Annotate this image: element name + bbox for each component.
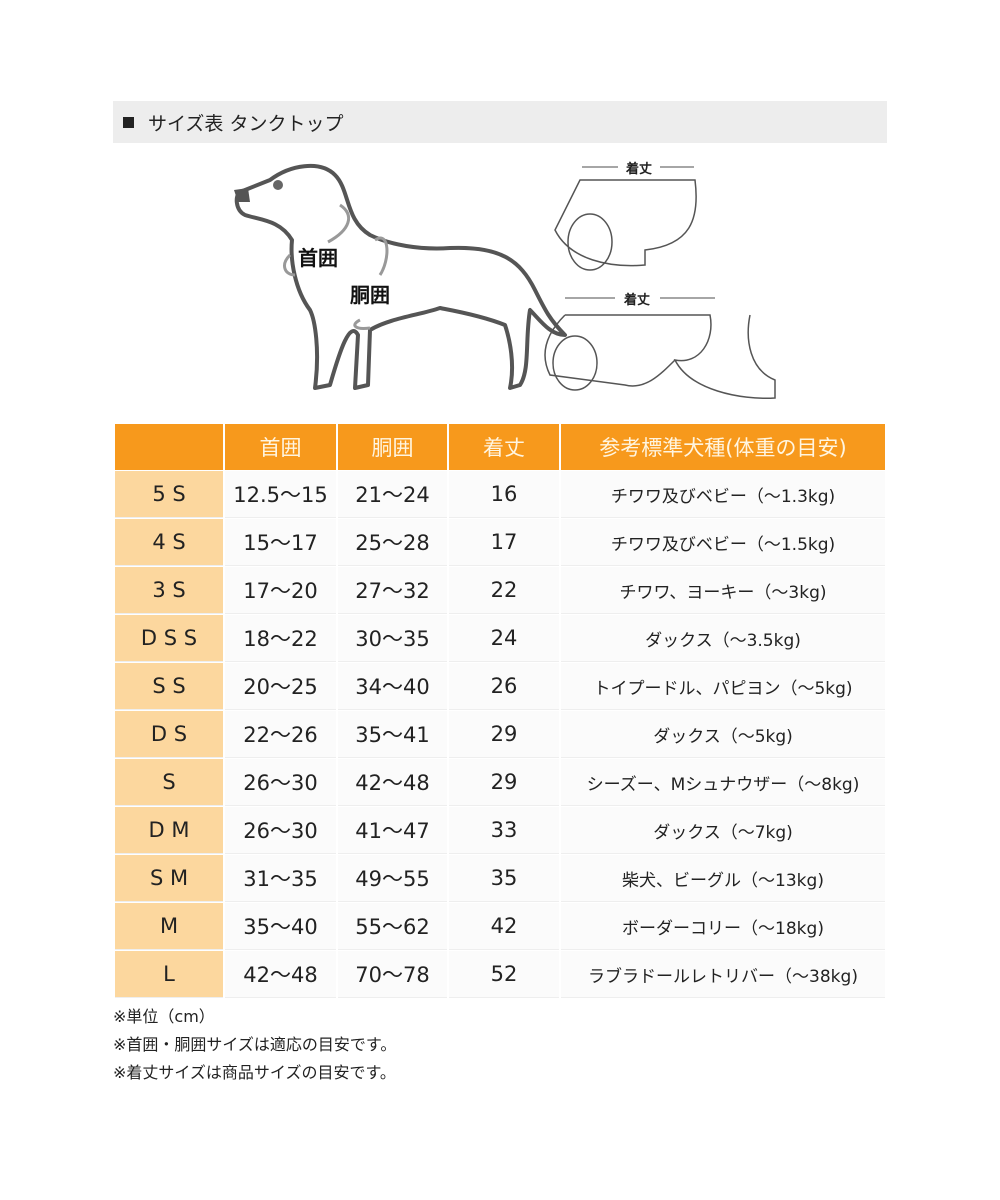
length-cell: 26: [449, 663, 559, 710]
size-cell: D M: [115, 807, 223, 854]
length-label: 着丈: [625, 161, 652, 177]
length-cell: 22: [449, 567, 559, 614]
size-chart-section: 首囲 胴囲 着丈 参考標準犬種(体重の目安) 5 S 12.5～15 21～24 16…: [113, 423, 887, 1087]
neck-cell: 15～17: [225, 519, 336, 566]
body-cell: 27～32: [338, 567, 447, 614]
size-cell: D S S: [115, 615, 223, 662]
size-cell: M: [115, 903, 223, 950]
tanktop-outline-icon: [544, 179, 776, 399]
body-cell: 41～47: [338, 807, 447, 854]
header-cell: 参考標準犬種(体重の目安): [561, 424, 885, 470]
body-cell: 35～41: [338, 711, 447, 758]
breed-cell: シーズー、Mシュナウザー（～8kg): [561, 759, 885, 806]
header-cell: 着丈: [449, 424, 559, 470]
table-row: S S 20～25 34～40 26 トイプードル、パピヨン（～5kg): [115, 663, 885, 710]
note: ※着丈サイズは商品サイズの目安です。: [113, 1063, 396, 1082]
length-arrows-icon: [565, 166, 715, 299]
length-label: 着丈: [623, 292, 650, 308]
breed-cell: ダックス（～3.5kg): [561, 615, 885, 662]
length-cell: 52: [449, 951, 559, 998]
section-title: サイズ表 タンクトップ: [113, 101, 887, 143]
breed-cell: ラブラドールレトリバー（～38kg): [561, 951, 885, 998]
neck-cell: 12.5～15: [225, 471, 336, 518]
dog-eye-icon: [273, 180, 283, 190]
breed-cell: チワワ及びベビー（～1.3kg): [561, 471, 885, 518]
breed-cell: ダックス（～7kg): [561, 807, 885, 854]
dog-nose-icon: [234, 188, 250, 202]
neck-cell: 18～22: [225, 615, 336, 662]
table-row: S 26～30 42～48 29 シーズー、Mシュナウザー（～8kg): [115, 759, 885, 806]
note: ※首囲・胴囲サイズは適応の目安です。: [113, 1035, 397, 1054]
length-cell: 35: [449, 855, 559, 902]
neck-cell: 31～35: [225, 855, 336, 902]
title-text: サイズ表 タンクトップ: [148, 112, 344, 135]
length-cell: 42: [449, 903, 559, 950]
table-row: L 42～48 70～78 52 ラブラドールレトリバー（～38kg): [115, 951, 885, 998]
size-cell: L: [115, 951, 223, 998]
neck-cell: 22～26: [225, 711, 336, 758]
table-row: D S 22～26 35～41 29 ダックス（～5kg): [115, 711, 885, 758]
neck-label: 首囲: [298, 246, 338, 270]
breed-cell: ダックス（～5kg): [561, 711, 885, 758]
table-row: 3 S 17～20 27～32 22 チワワ、ヨーキー（～3kg): [115, 567, 885, 614]
breed-cell: チワワ、ヨーキー（～3kg): [561, 567, 885, 614]
square-bullet-icon: [123, 116, 134, 128]
notes: ※単位（cm） ※首囲・胴囲サイズは適応の目安です。 ※着丈サイズは商品サイズの…: [113, 1003, 887, 1087]
body-cell: 70～78: [338, 951, 447, 998]
length-cell: 29: [449, 711, 559, 758]
table-row: S M 31～35 49～55 35 柴犬、ビーグル（～13kg): [115, 855, 885, 902]
size-table: 首囲 胴囲 着丈 参考標準犬種(体重の目安) 5 S 12.5～15 21～24 16…: [113, 423, 887, 999]
size-cell: D S: [115, 711, 223, 758]
table-header-row: 首囲 胴囲 着丈 参考標準犬種(体重の目安): [115, 424, 885, 470]
body-cell: 55～62: [338, 903, 447, 950]
breed-cell: ボーダーコリー（～18kg): [561, 903, 885, 950]
size-cell: S: [115, 759, 223, 806]
size-cell: 4 S: [115, 519, 223, 566]
length-cell: 16: [449, 471, 559, 518]
header-cell: [115, 424, 223, 470]
length-cell: 17: [449, 519, 559, 566]
neck-cell: 35～40: [225, 903, 336, 950]
measurement-illustration: 首囲 胴囲 着丈 着丈: [234, 161, 776, 399]
length-cell: 29: [449, 759, 559, 806]
table-row: 5 S 12.5～15 21～24 16 チワワ及びベビー（～1.3kg): [115, 471, 885, 518]
neck-cell: 26～30: [225, 759, 336, 806]
table-row: D S S 18～22 30～35 24 ダックス（～3.5kg): [115, 615, 885, 662]
table-body: 5 S 12.5～15 21～24 16 チワワ及びベビー（～1.3kg) 4 S 15～1…: [115, 471, 885, 998]
dog-outline-icon: [234, 163, 567, 390]
breed-cell: 柴犬、ビーグル（～13kg): [561, 855, 885, 902]
header-cell: 胴囲: [338, 424, 447, 470]
size-cell: S M: [115, 855, 223, 902]
body-cell: 30～35: [338, 615, 447, 662]
measure-arrows-icon: [283, 203, 389, 330]
neck-cell: 26～30: [225, 807, 336, 854]
body-label: 胴囲: [349, 283, 390, 307]
table-row: 4 S 15～17 25～28 17 チワワ及びベビー（～1.5kg): [115, 519, 885, 566]
neck-cell: 42～48: [225, 951, 336, 998]
body-cell: 21～24: [338, 471, 447, 518]
body-cell: 34～40: [338, 663, 447, 710]
header-cell: 首囲: [225, 424, 336, 470]
length-cell: 24: [449, 615, 559, 662]
body-cell: 49～55: [338, 855, 447, 902]
table-row: D M 26～30 41～47 33 ダックス（～7kg): [115, 807, 885, 854]
body-cell: 42～48: [338, 759, 447, 806]
breed-cell: チワワ及びベビー（～1.5kg): [561, 519, 885, 566]
body-cell: 25～28: [338, 519, 447, 566]
size-cell: 5 S: [115, 471, 223, 518]
length-cell: 33: [449, 807, 559, 854]
table-row: M 35～40 55～62 42 ボーダーコリー（～18kg): [115, 903, 885, 950]
neck-cell: 17～20: [225, 567, 336, 614]
neck-cell: 20～25: [225, 663, 336, 710]
size-cell: S S: [115, 663, 223, 710]
breed-cell: トイプードル、パピヨン（～5kg): [561, 663, 885, 710]
note: ※単位（cm）: [113, 1007, 215, 1026]
size-cell: 3 S: [115, 567, 223, 614]
